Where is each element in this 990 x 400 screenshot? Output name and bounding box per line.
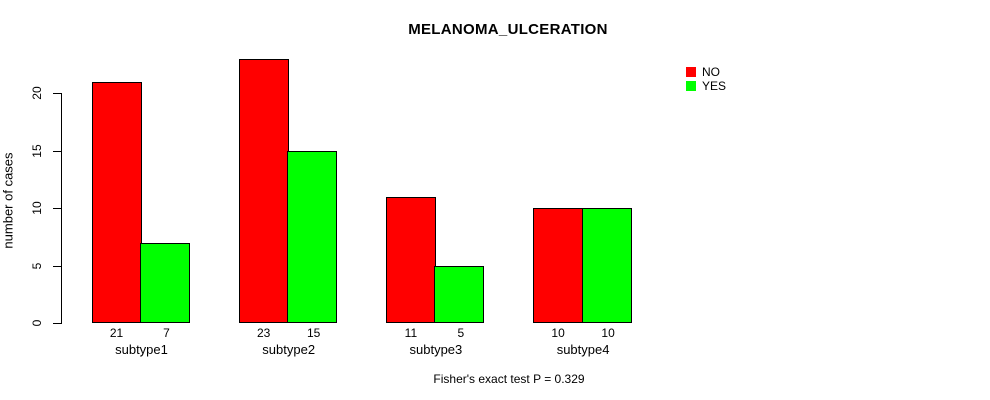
y-tick-label: 15 [29, 144, 44, 158]
bar-subtype2-no [238, 59, 289, 323]
y-tick-mark [53, 150, 61, 152]
y-tick-mark [53, 208, 61, 210]
bar-subtype3-yes [434, 265, 485, 323]
bar-subtype4-yes [581, 208, 632, 323]
y-tick-mark [53, 265, 61, 267]
bar-value-label: 11 [404, 326, 418, 340]
legend-swatch-yes [686, 80, 696, 91]
bar-subtype1-no [91, 81, 142, 323]
y-tick-mark [53, 93, 61, 95]
category-label-subtype2: subtype2 [262, 342, 316, 357]
legend-label-yes: YES [702, 78, 727, 93]
chart-title: MELANOMA_ULCERATION [408, 21, 608, 38]
bar-subtype3-no [385, 196, 436, 323]
bar-value-label: 7 [163, 326, 170, 340]
category-label-subtype4: subtype4 [556, 342, 610, 357]
bar-subtype4-no [533, 208, 584, 323]
category-label-subtype3: subtype3 [409, 342, 463, 357]
bar-value-label: 10 [601, 326, 615, 340]
legend-swatch-no [686, 67, 696, 77]
category-label-subtype1: subtype1 [115, 342, 168, 357]
bar-value-label: 10 [551, 326, 565, 340]
bar-value-label: 5 [457, 326, 465, 340]
y-tick-mark [53, 323, 61, 324]
y-tick-label: 5 [29, 262, 44, 269]
bar-value-label: 15 [307, 326, 321, 340]
bar-value-label: 23 [257, 326, 271, 340]
legend-label-no: NO [702, 65, 720, 79]
bar-value-label: 21 [109, 326, 124, 340]
y-axis-line [61, 93, 62, 324]
bar-subtype1-yes [140, 242, 190, 323]
y-axis-label: number of cases [0, 152, 16, 249]
bar-subtype2-yes [287, 150, 338, 323]
stat-test-caption: Fisher's exact test P = 0.329 [433, 372, 585, 386]
y-tick-label: 0 [29, 319, 44, 327]
y-tick-label: 20 [29, 86, 44, 101]
y-tick-label: 10 [29, 201, 44, 215]
